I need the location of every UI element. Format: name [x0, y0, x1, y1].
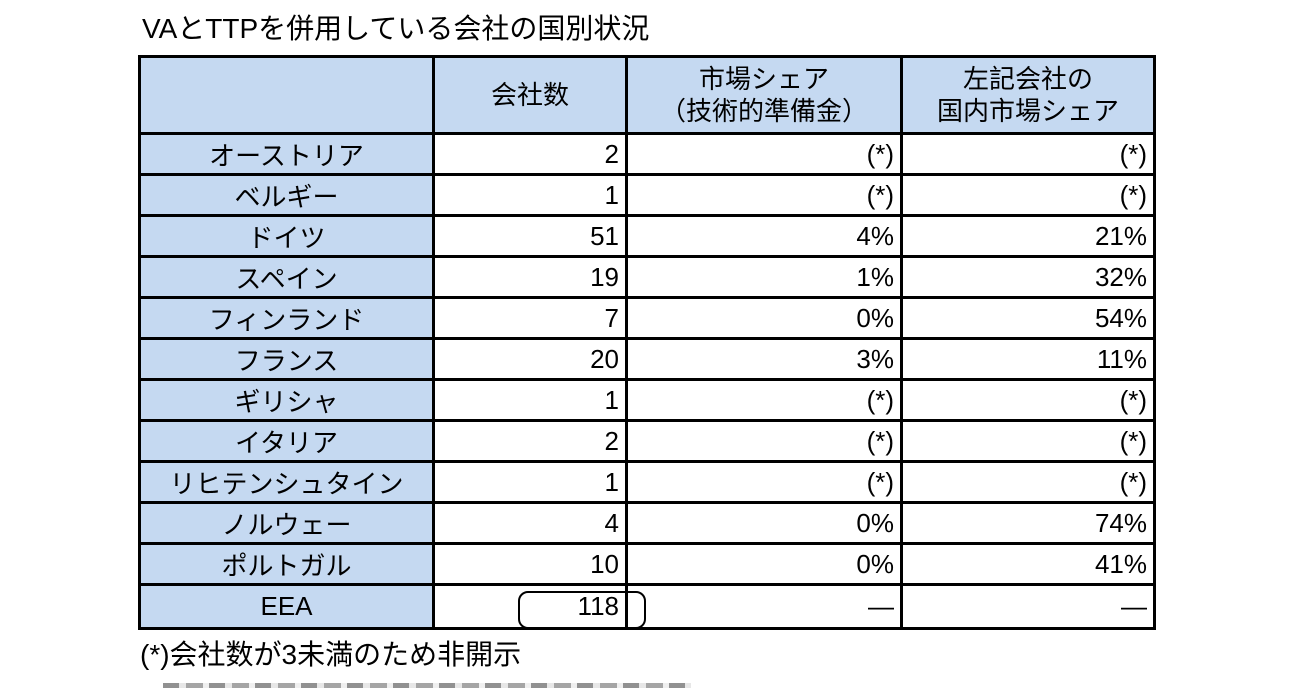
market-share-cell: 4% — [625, 214, 903, 258]
market-share-cell: (*) — [625, 378, 903, 422]
header-country — [138, 55, 435, 135]
country-table: 会社数 市場シェア （技術的準備金） 左記会社の 国内市場シェア オーストリア … — [138, 55, 1156, 630]
market-share-cell: 1% — [625, 255, 903, 299]
market-share-cell: 0% — [625, 542, 903, 586]
table-row: ギリシャ 1 (*) (*) — [138, 378, 1156, 422]
country-cell: フランス — [138, 337, 435, 381]
company-count-cell: 1 — [432, 378, 628, 422]
company-count-cell: 7 — [432, 296, 628, 340]
company-count-cell: 20 — [432, 337, 628, 381]
company-count-cell: 2 — [432, 419, 628, 463]
country-cell: イタリア — [138, 419, 435, 463]
domestic-share-cell: (*) — [900, 419, 1156, 463]
header-market-share-line2: （技術的準備金） — [659, 96, 868, 126]
domestic-share-cell: 74% — [900, 501, 1156, 545]
country-cell: ギリシャ — [138, 378, 435, 422]
highlight-box-118 — [518, 591, 646, 629]
table-row: ノルウェー 4 0% 74% — [138, 501, 1156, 545]
table-row: スペイン 19 1% 32% — [138, 255, 1156, 299]
table-row: フィンランド 7 0% 54% — [138, 296, 1156, 340]
table-row: ポルトガル 10 0% 41% — [138, 542, 1156, 586]
table-row: リヒテンシュタイン 1 (*) (*) — [138, 460, 1156, 504]
domestic-share-cell: 54% — [900, 296, 1156, 340]
domestic-share-cell: 21% — [900, 214, 1156, 258]
footnote: (*)会社数が3未満のため非開示 — [140, 639, 522, 670]
header-market-share-line1: 市場シェア — [698, 63, 829, 94]
country-cell: リヒテンシュタイン — [138, 460, 435, 504]
market-share-cell: ― — [625, 583, 903, 630]
country-cell: ポルトガル — [138, 542, 435, 586]
country-cell: ドイツ — [138, 214, 435, 258]
domestic-share-cell: 32% — [900, 255, 1156, 299]
header-company-count: 会社数 — [432, 55, 628, 135]
domestic-share-cell: (*) — [900, 378, 1156, 422]
domestic-share-cell: 11% — [900, 337, 1156, 381]
company-count-cell: 2 — [432, 132, 628, 176]
country-cell: オーストリア — [138, 132, 435, 176]
table-row-eea-total: EEA 118 ― ― — [138, 583, 1156, 630]
market-share-cell: 0% — [625, 501, 903, 545]
market-share-cell: 3% — [625, 337, 903, 381]
header-market-share: 市場シェア （技術的準備金） — [625, 55, 903, 135]
company-count-cell: 19 — [432, 255, 628, 299]
table-row: ベルギー 1 (*) (*) — [138, 173, 1156, 217]
domestic-share-cell: 41% — [900, 542, 1156, 586]
table-row: イタリア 2 (*) (*) — [138, 419, 1156, 463]
domestic-share-cell: ― — [900, 583, 1156, 630]
market-share-cell: (*) — [625, 460, 903, 504]
figure-title: VAとTTPを併用している会社の国別状況 — [142, 13, 650, 44]
market-share-cell: (*) — [625, 132, 903, 176]
country-cell: フィンランド — [138, 296, 435, 340]
table-row: ドイツ 51 4% 21% — [138, 214, 1156, 258]
header-company-count-label: 会社数 — [490, 79, 569, 110]
country-cell: ベルギー — [138, 173, 435, 217]
table-row: フランス 20 3% 11% — [138, 337, 1156, 381]
country-cell: スペイン — [138, 255, 435, 299]
header-domestic-share: 左記会社の 国内市場シェア — [900, 55, 1156, 135]
domestic-share-cell: (*) — [900, 460, 1156, 504]
company-count-cell: 4 — [432, 501, 628, 545]
country-cell: ノルウェー — [138, 501, 435, 545]
domestic-share-cell: (*) — [900, 132, 1156, 176]
header-row: 会社数 市場シェア （技術的準備金） 左記会社の 国内市場シェア — [138, 55, 1156, 135]
country-cell: EEA — [138, 583, 435, 630]
market-share-cell: (*) — [625, 419, 903, 463]
company-count-cell: 1 — [432, 460, 628, 504]
company-count-cell: 51 — [432, 214, 628, 258]
company-count-cell: 10 — [432, 542, 628, 586]
company-count-cell: 1 — [432, 173, 628, 217]
cutoff-text-remnant — [163, 683, 691, 688]
domestic-share-cell: (*) — [900, 173, 1156, 217]
header-domestic-share-line1: 左記会社の — [962, 63, 1093, 94]
table-row: オーストリア 2 (*) (*) — [138, 132, 1156, 176]
market-share-cell: (*) — [625, 173, 903, 217]
header-domestic-share-line2: 国内市場シェア — [936, 96, 1119, 126]
market-share-cell: 0% — [625, 296, 903, 340]
